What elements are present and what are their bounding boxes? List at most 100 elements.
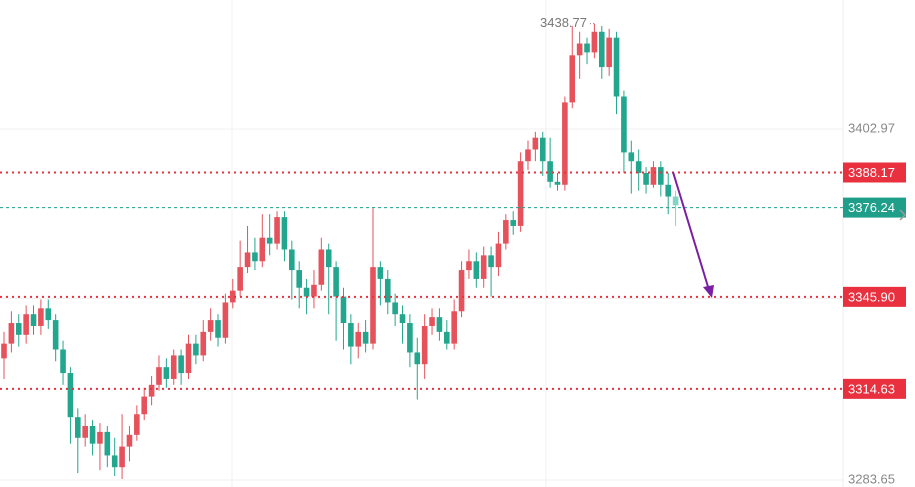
candle-body: [539, 137, 546, 162]
candle-body: [60, 349, 66, 374]
candle-body: [156, 367, 162, 385]
candle-body: [569, 55, 576, 103]
candle-body: [200, 331, 207, 356]
candle-body: [333, 267, 339, 297]
candle-body: [503, 220, 509, 244]
candle-body: [38, 308, 44, 326]
candle-body: [23, 314, 29, 335]
candle-body: [163, 367, 170, 379]
candle-body: [562, 102, 568, 185]
candle-body: [75, 417, 81, 438]
level-label: 3314.63: [848, 381, 895, 396]
candle-body: [488, 255, 494, 268]
candle-body: [141, 396, 148, 415]
last-price-label: 3376.24: [848, 200, 895, 215]
candle-body: [8, 323, 15, 344]
candle-body: [244, 252, 251, 268]
candle-body: [311, 284, 317, 297]
candle-body: [480, 255, 487, 279]
candle-body: [621, 96, 627, 153]
candle-body: [392, 302, 398, 315]
last-price-label-box: [843, 197, 906, 218]
candle-body: [451, 311, 457, 344]
candle-body: [281, 217, 288, 250]
candle-body: [598, 31, 605, 68]
candle-body: [584, 43, 590, 53]
candle-body: [628, 152, 635, 162]
candle-body: [193, 343, 199, 356]
candle-body: [672, 196, 679, 206]
candle-body: [547, 161, 553, 182]
candle-body: [635, 161, 642, 173]
trend-arrow-head: [703, 285, 714, 298]
y-tick-label: 3283.65: [848, 471, 895, 486]
candle-body: [325, 249, 332, 268]
candle-body: [362, 331, 369, 344]
candle-body: [207, 320, 214, 332]
levels: 3388.17 3345.90 3314.63 3376.24: [0, 162, 906, 399]
candle-body: [259, 237, 266, 262]
candle-body: [576, 43, 583, 56]
candle-body: [525, 149, 531, 162]
candle-body: [429, 317, 435, 326]
candle-body: [318, 249, 325, 285]
candle-body: [134, 414, 140, 435]
candle-body: [665, 184, 671, 197]
candle-body: [1, 343, 7, 359]
candle-body: [252, 252, 258, 262]
candle-body: [591, 31, 598, 53]
candle-body: [148, 384, 155, 397]
candle-body: [229, 290, 236, 303]
peak-label: 3438.77: [540, 15, 587, 30]
level-label-box: [843, 378, 906, 399]
candle-body: [444, 331, 450, 344]
candle-body: [650, 167, 657, 185]
candle-body: [30, 314, 37, 326]
candle-body: [658, 167, 664, 185]
candle-body: [215, 320, 221, 338]
candle-body: [97, 431, 103, 444]
level-label: 3388.17: [848, 165, 895, 180]
candle-body: [296, 270, 302, 288]
candle-body: [303, 287, 310, 297]
y-tick-label: 3402.97: [848, 120, 895, 135]
candle-body: [532, 137, 539, 150]
candle-body: [170, 355, 177, 379]
trend-arrow: [672, 171, 710, 291]
level-label-box: [843, 286, 906, 307]
candles: 3438.77: [1, 15, 679, 479]
candle-body: [606, 37, 612, 68]
candle-body: [237, 267, 243, 291]
candle-body: [554, 181, 561, 185]
candle-body: [119, 446, 125, 468]
candle-body: [377, 267, 384, 279]
candle-body: [289, 249, 295, 271]
level-label-box: [843, 162, 906, 183]
candle-body: [126, 434, 133, 447]
candle-body: [15, 323, 22, 335]
candle-body: [613, 37, 620, 97]
candle-body: [473, 261, 480, 279]
candle-body: [104, 431, 111, 456]
candle-body: [495, 243, 502, 268]
candle-body: [89, 426, 96, 444]
candle-body: [45, 308, 52, 321]
candle-body: [407, 323, 413, 353]
candle-body: [274, 217, 280, 244]
candle-body: [111, 455, 118, 468]
scroll-chevron[interactable]: [899, 209, 907, 221]
candle-body: [266, 237, 273, 244]
candle-body: [517, 161, 524, 226]
candle-body: [340, 296, 347, 324]
candle-body: [466, 261, 472, 271]
candle-body: [643, 172, 649, 185]
candle-body: [222, 302, 229, 338]
candle-body: [510, 220, 517, 226]
candle-body: [436, 317, 443, 332]
candle-body: [384, 278, 391, 303]
candle-body: [82, 426, 88, 438]
candle-body: [399, 314, 406, 324]
candle-body: [178, 355, 184, 374]
